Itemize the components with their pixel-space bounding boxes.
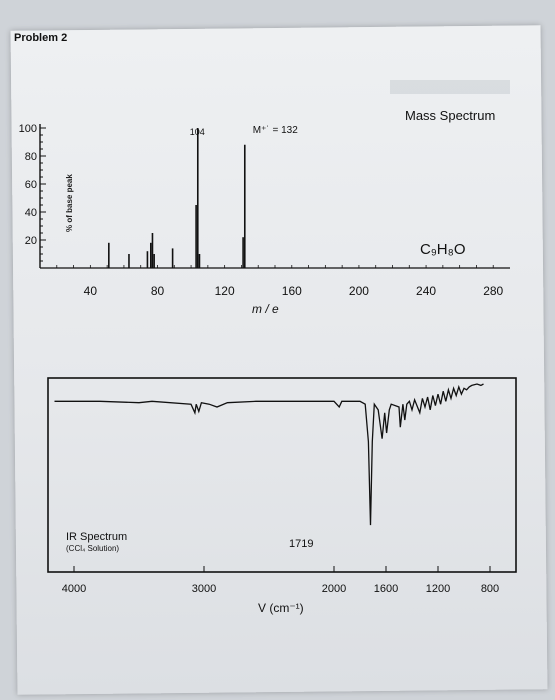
ir-x-tick-label: 800 [481, 583, 499, 595]
ms-ylabel: % of base peak [65, 174, 74, 232]
ir-title: IR Spectrum [66, 531, 127, 543]
ir-xlabel: V (cm⁻¹) [258, 601, 304, 615]
ms-x-tick-label: 120 [215, 284, 235, 298]
ms-y-tick-label: 60 [25, 179, 37, 191]
ms-y-tick-label: 40 [25, 207, 37, 219]
ir-peak-label-1719: 1719 [289, 538, 313, 550]
ms-y-tick-label: 100 [19, 123, 37, 135]
ir-tick-labels: 4000 3000 2000 1600 1200 800 [62, 566, 499, 595]
ms-peak-label-104: 104 [190, 127, 205, 137]
ir-x-tick-label: 4000 [62, 583, 86, 595]
ir-trace [54, 383, 484, 526]
ir-x-tick-label: 1600 [374, 583, 398, 595]
ir-x-tick-label: 2000 [322, 583, 346, 595]
mass-spectrum: Mass Spectrum % of base peak 20 40 60 80 100… [19, 108, 510, 316]
ms-x-tick-label: 200 [349, 284, 369, 298]
ms-x-tick-label: 160 [282, 284, 302, 298]
ir-spectrum: IR Spectrum (CCl₄ Solution) 1719 4000 300… [47, 377, 517, 615]
ms-x-tick-label: 80 [151, 284, 165, 298]
problem-title: Problem 2 [14, 32, 68, 44]
ms-y-tick-label: 80 [25, 151, 37, 163]
ms-x-tick-label: 40 [84, 284, 98, 298]
show-through-smudge [390, 80, 510, 94]
ir-subtitle: (CCl₄ Solution) [66, 544, 119, 553]
ms-axes [39, 124, 510, 269]
ms-x-tick-label: 240 [416, 284, 436, 298]
ms-xlabel: m / e [252, 302, 279, 316]
ms-peaks [108, 128, 246, 268]
ms-tick-labels: 20 40 60 80 100 40 80 120 160 200 240 280 [19, 123, 504, 298]
ms-x-tick-label: 280 [483, 284, 503, 298]
ir-x-tick-label: 1200 [426, 583, 450, 595]
ms-title: Mass Spectrum [405, 108, 495, 123]
ir-frame [47, 377, 517, 573]
ir-x-tick-label: 3000 [192, 583, 216, 595]
ms-y-tick-label: 20 [25, 235, 37, 247]
ms-formula: C₉H₈O [420, 241, 466, 258]
ms-molecular-ion-label: M⁺˙ = 132 [253, 125, 298, 136]
